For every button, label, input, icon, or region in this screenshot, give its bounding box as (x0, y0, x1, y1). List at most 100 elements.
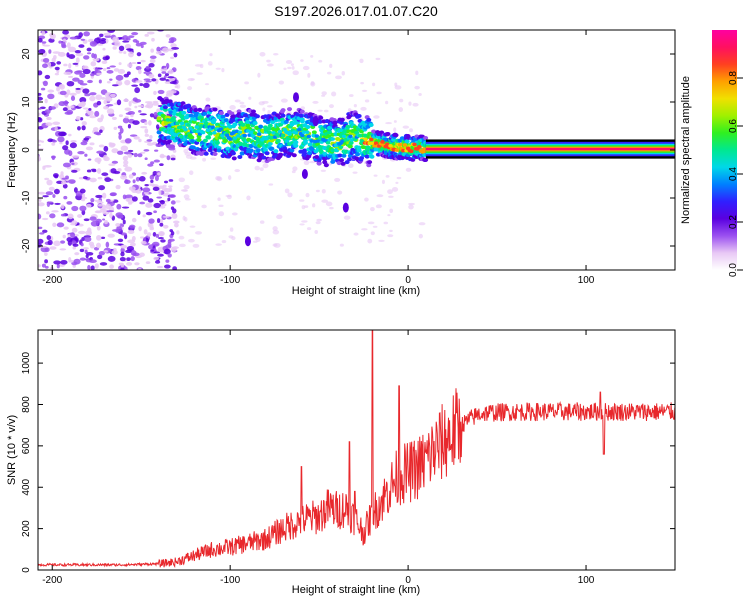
noise-cell (133, 152, 138, 158)
noise-cell (143, 229, 148, 235)
noise-cell (82, 88, 90, 94)
noise-cell (113, 126, 118, 130)
noise-cell (98, 250, 105, 256)
track-cell (356, 113, 362, 118)
noise-cell (135, 65, 142, 71)
noise-cell (104, 219, 108, 225)
noise-cell (89, 40, 98, 47)
faint-cell (314, 230, 318, 234)
track-cell (368, 123, 374, 128)
faint-cell (215, 243, 222, 246)
noise-cell (157, 253, 164, 257)
noise-cell (165, 259, 170, 263)
noise-cell (84, 236, 92, 242)
faint-cell (248, 96, 252, 100)
noise-cell (81, 125, 86, 131)
faint-cell (388, 195, 394, 198)
noise-cell (96, 150, 104, 154)
noise-cell (145, 80, 152, 83)
track-cell (190, 145, 196, 150)
track-cell (245, 119, 251, 124)
faint-cell (305, 192, 310, 198)
noise-cell (102, 56, 110, 61)
noise-cell (137, 153, 143, 158)
track-core (385, 142, 390, 147)
faint-cell (415, 70, 419, 76)
faint-cell (178, 235, 185, 240)
track-cell (303, 138, 309, 143)
noise-cell (112, 36, 119, 43)
noise-cell (75, 57, 80, 64)
noise-cell (76, 70, 83, 73)
noise-cell (149, 174, 155, 180)
track-core (248, 130, 254, 135)
noise-cell (38, 139, 42, 143)
noise-cell (121, 35, 129, 42)
noise-cell (148, 120, 152, 126)
track-cell (299, 119, 305, 124)
noise-cell (103, 250, 109, 253)
noise-cell (89, 244, 95, 249)
track-cell (265, 120, 271, 125)
noise-cell (61, 180, 67, 185)
track-cell (162, 105, 168, 110)
track-core (194, 125, 199, 129)
noise-cell (150, 223, 154, 229)
colorbar-tick-label: 0.0 (728, 263, 739, 277)
noise-cell (62, 234, 66, 239)
track-cell (316, 161, 322, 166)
colorbar-label: Normalized spectral amplitude (680, 76, 692, 224)
noise-cell (49, 33, 56, 40)
faint-cell (408, 202, 415, 206)
noise-cell (86, 47, 92, 52)
noise-cell (124, 138, 132, 144)
noise-cell (77, 214, 83, 218)
noise-cell (135, 176, 140, 182)
noise-cell (61, 177, 68, 180)
track-core (409, 149, 414, 153)
track-cell (156, 130, 162, 135)
noise-cell (156, 265, 164, 269)
faint-cell (394, 85, 402, 90)
noise-cell (102, 218, 106, 221)
noise-cell (56, 61, 62, 65)
noise-cell (86, 169, 92, 173)
noise-cell (52, 173, 59, 178)
noise-cell (165, 34, 171, 38)
track-cell (316, 157, 322, 162)
colorbar-tick-label: 0.2 (728, 215, 739, 229)
faint-cell (372, 82, 376, 87)
noise-cell (173, 52, 178, 58)
noise-cell (59, 90, 67, 96)
faint-cell (259, 167, 264, 172)
faint-cell (188, 170, 194, 176)
noise-cell (42, 195, 49, 198)
noise-cell (127, 123, 131, 129)
track-core (175, 121, 180, 126)
noise-cell (128, 51, 134, 58)
noise-cell (38, 96, 44, 101)
noise-cell (47, 89, 55, 93)
noise-cell (98, 185, 106, 191)
track-core (401, 148, 406, 153)
noise-cell (138, 69, 142, 75)
noise-cell (38, 264, 41, 268)
track-cell (283, 149, 289, 154)
track-cell (347, 144, 353, 149)
track-cell (259, 141, 265, 146)
noise-cell (167, 76, 175, 79)
track-cell (323, 163, 329, 168)
noise-cell (123, 266, 128, 270)
noise-cell (80, 101, 86, 107)
noise-cell (142, 195, 150, 201)
noise-cell (103, 105, 109, 110)
noise-cell (148, 73, 155, 79)
track-cell (233, 147, 239, 152)
track-cell (299, 113, 305, 118)
track-cell (364, 154, 370, 159)
faint-cell (299, 223, 305, 226)
noise-cell (127, 153, 133, 158)
noise-cell (132, 252, 140, 257)
noise-cell (71, 169, 78, 173)
